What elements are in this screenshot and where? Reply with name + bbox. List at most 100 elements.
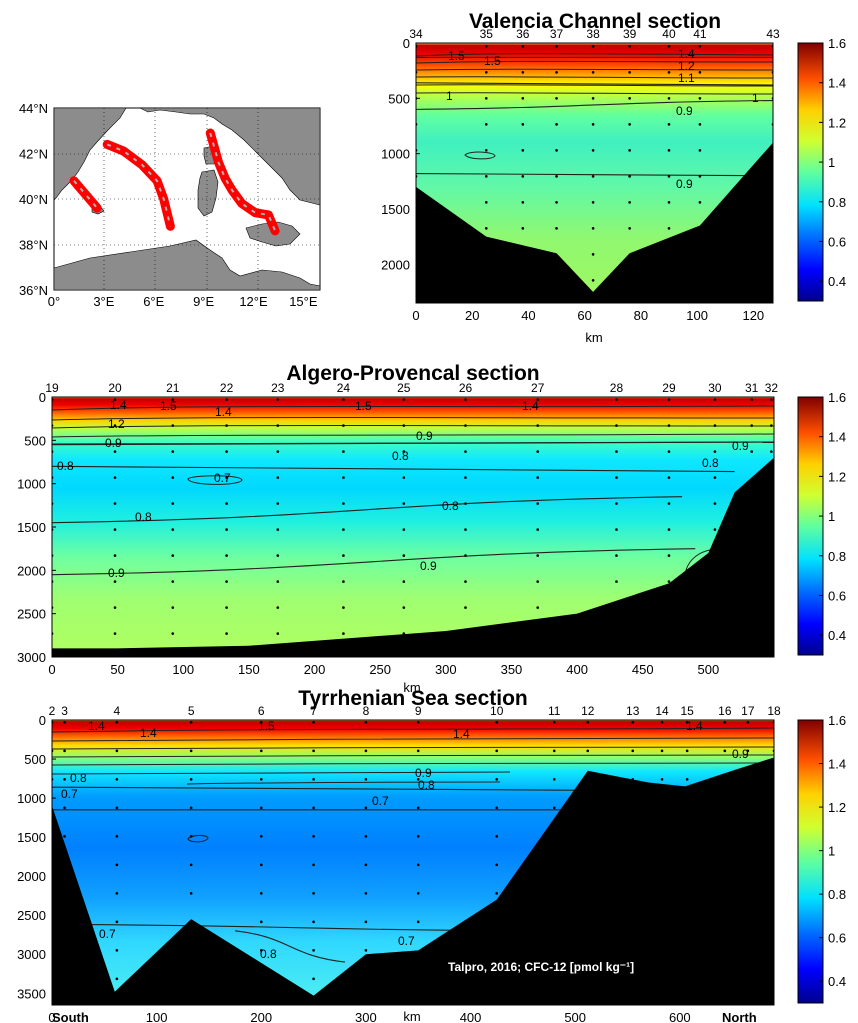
contour-label: 1.2 [108,417,125,431]
sample-dot [484,227,488,230]
sample-dot [484,71,488,74]
station-label: 15 [680,704,694,718]
sample-dot [115,977,119,981]
station-label: 12 [581,704,595,718]
sample-dot [171,424,175,427]
sample-dot [628,71,631,74]
sample-dot [667,175,671,178]
sample-dot [225,450,228,453]
station-label: 27 [531,381,545,395]
sample-dot [225,632,228,635]
valencia-xlabel: km [585,330,602,345]
x-tick-label: 250 [369,662,391,677]
sample-dot [171,476,175,479]
colorbar-tick-label: 1.6 [828,390,846,405]
map-track-0 [69,176,102,213]
map-x-tick-labels: 0° 3°E 6°E 9°E 12°E 15°E [48,294,318,309]
contour-label: 1.2 [678,59,695,73]
sample-dot [536,424,540,427]
x-tick-label: 500 [564,1010,586,1023]
station-label: 8 [363,704,370,718]
tyrrhenian-x-tick-labels: 0 100 200 300 400 500 600 [48,1001,691,1023]
station-label: 37 [550,27,564,41]
tyrrhenian-contours [52,786,586,963]
sample-dot [464,606,467,609]
sample-dot [615,476,618,479]
sample-dot [115,892,119,895]
algero-title: Algero-Provencal section [286,362,539,385]
contour-label: 1.4 [88,719,105,733]
sample-dot [555,149,558,152]
x-tick-label: 150 [238,662,260,677]
tyrrhenian-contour-labels: 1.4 1.4 1.5 1.4 1.4 0.9 0.8 0.8 0.7 0.7 … [61,719,749,961]
tyrrhenian-colorbar: 1.6 1.4 1.2 1 0.8 0.6 0.4 [797,713,846,1004]
algero-panel: Algero-Provencal section 19 20 21 22 23 24 25 2… [17,362,846,695]
contour-label: 0.8 [418,778,435,792]
contour-label: 0.9 [732,439,749,453]
x-tick-label: 450 [632,662,654,677]
colorbar-tick-label: 0.6 [828,588,846,603]
sample-dot [189,721,193,724]
station-label: 7 [310,704,317,718]
sample-dot [171,554,175,557]
sample-dot [521,123,525,126]
map-x-tick-label: 9°E [193,294,214,309]
colorbar-tick-label: 1.4 [828,757,846,772]
sample-dot [685,721,689,724]
sample-dot [698,149,702,152]
sample-dot [259,778,263,781]
sample-dot [615,424,618,427]
sample-dot [713,502,717,505]
map-x-tick-label: 3°E [93,294,114,309]
sample-dot [115,721,119,724]
sample-dot [259,749,263,753]
sample-dot [667,502,671,505]
sample-dot [484,123,488,126]
sample-dot [402,450,406,453]
sample-dot [591,201,595,204]
sample-dot [591,149,595,152]
sample-dot [416,863,420,867]
colorbar-tick-label: 0.6 [828,234,846,249]
station-label: 6 [258,704,265,718]
sample-dot [555,227,558,230]
colorbar-tick-label: 1.4 [828,430,846,445]
sample-dot [552,806,556,810]
valencia-title: Valencia Channel section [469,10,721,33]
station-label: 17 [741,704,755,718]
station-label: 35 [480,27,494,41]
y-tick-label: 1000 [17,791,46,806]
sample-dot [495,721,499,724]
y-tick-label: 1500 [381,202,410,217]
map-track-center-1 [106,143,172,227]
sample-dot [667,476,671,479]
sample-dot [225,476,228,479]
contour-label: 0.8 [135,510,152,524]
sample-dot [628,149,631,152]
sample-dot [113,424,117,427]
sample-dot [113,398,117,401]
map-graticule [54,108,320,290]
sample-dot [113,476,117,479]
contour-label: 1.4 [215,405,232,419]
station-label: 39 [623,27,637,41]
sample-dot [667,424,671,427]
sample-dot [484,175,488,178]
station-label: 18 [767,704,781,718]
sample-dot [667,123,671,126]
sample-dot [552,749,556,753]
sample-dot [521,149,525,152]
station-label: 30 [708,381,722,395]
sample-dot [536,476,540,479]
sample-dot [536,398,540,401]
sample-dot [746,749,750,753]
sample-dot [713,476,717,479]
y-tick-label: 3500 [17,986,46,1001]
sample-dot [591,253,595,256]
map-y-tick-labels: 44°N 42°N 40°N 38°N 36°N [19,101,48,298]
colorbar-tick-label: 0.6 [828,931,846,946]
contour-label: 0.9 [108,566,125,580]
station-label: 13 [626,704,640,718]
sample-dot [667,554,671,557]
x-tick-label: 200 [304,662,326,677]
